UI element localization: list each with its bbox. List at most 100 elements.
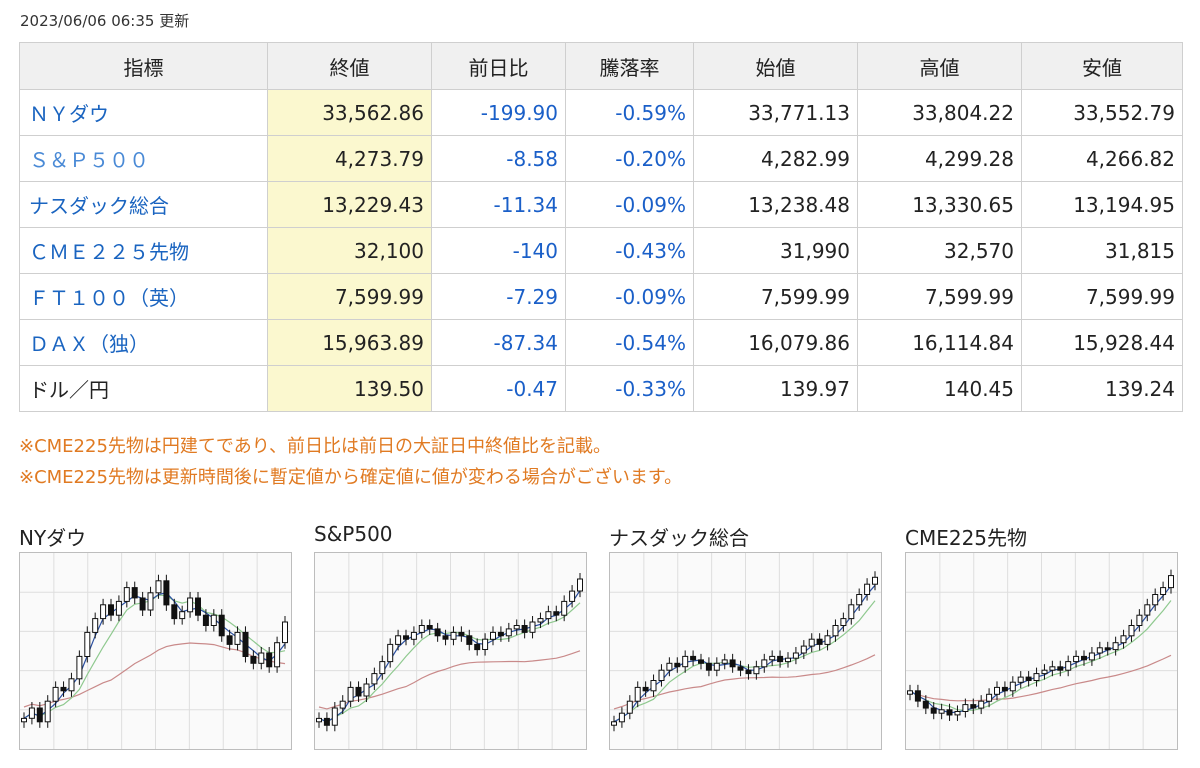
- chart-svg: [20, 553, 291, 749]
- candle: [1049, 666, 1056, 671]
- candle: [561, 600, 568, 616]
- candle: [155, 580, 162, 594]
- close-value: 33,562.86: [267, 89, 432, 136]
- chart-title-sp500: S&P500: [314, 522, 393, 546]
- candle: [1081, 655, 1087, 661]
- candle: [1033, 673, 1040, 681]
- change-value: -8.58: [431, 135, 566, 182]
- candle: [674, 662, 681, 668]
- candle: [363, 683, 370, 697]
- candle: [202, 614, 209, 627]
- header-indicator: 指標: [19, 42, 268, 90]
- candle: [626, 700, 633, 714]
- note-line: ※CME225先物は更新時間後に暫定値から確定値に値が変わる場合がございます。: [19, 467, 683, 488]
- high-value: 32,570: [857, 227, 1022, 274]
- chart-nydow[interactable]: [19, 552, 292, 750]
- ma-mid-line: [613, 600, 876, 723]
- header-rate: 騰落率: [565, 42, 694, 90]
- change-value: -199.90: [431, 89, 566, 136]
- candle: [179, 611, 186, 620]
- candle: [569, 590, 576, 602]
- candle: [1017, 676, 1024, 683]
- candle: [642, 686, 649, 692]
- chart-sp500[interactable]: [314, 552, 587, 750]
- candle: [418, 625, 425, 633]
- candle: [816, 638, 823, 645]
- ma-short-line: [613, 584, 876, 723]
- candle: [1073, 655, 1080, 663]
- chart-cme225[interactable]: [905, 552, 1178, 750]
- index-link-cme225[interactable]: ＣＭＥ２２５先物: [19, 227, 268, 274]
- candle: [658, 669, 665, 681]
- candle: [371, 673, 378, 685]
- low-value: 4,266.82: [1021, 135, 1183, 182]
- candle: [930, 707, 937, 714]
- candle: [347, 686, 354, 702]
- header-open: 始値: [693, 42, 858, 90]
- index-link-dax[interactable]: ＤＡＸ（独）: [19, 319, 268, 366]
- close-value: 32,100: [267, 227, 432, 274]
- candle: [100, 604, 107, 620]
- candle: [634, 686, 641, 702]
- candle: [721, 659, 728, 664]
- open-value: 13,238.48: [693, 181, 858, 228]
- candle: [1057, 666, 1064, 671]
- index-link-sp500[interactable]: Ｓ＆Ｐ５００: [19, 135, 268, 182]
- ma-long-line: [318, 650, 581, 710]
- candle: [1120, 635, 1127, 644]
- rate-value: -0.33%: [565, 365, 694, 412]
- candle: [466, 635, 473, 645]
- ma-short-line: [318, 590, 581, 723]
- index-link-ft100[interactable]: ＦＴ１００（英）: [19, 273, 268, 320]
- candle: [323, 717, 330, 726]
- table-row: ドル／円 139.50 -0.47 -0.33% 139.97 140.45 1…: [19, 365, 1183, 412]
- candle: [218, 614, 225, 637]
- candle: [497, 631, 504, 637]
- ma-short-line: [909, 585, 1172, 714]
- candle: [1136, 614, 1143, 627]
- candle: [1112, 642, 1119, 651]
- low-value: 33,552.79: [1021, 89, 1183, 136]
- high-value: 7,599.99: [857, 273, 1022, 320]
- candle: [1009, 681, 1016, 692]
- high-value: 13,330.65: [857, 181, 1022, 228]
- open-value: 139.97: [693, 365, 858, 412]
- candle: [395, 635, 402, 645]
- candle: [946, 709, 953, 716]
- candle: [84, 631, 91, 658]
- candle: [856, 594, 863, 606]
- high-value: 33,804.22: [857, 89, 1022, 136]
- candle: [458, 631, 465, 637]
- header-high: 高値: [857, 42, 1022, 90]
- candle: [234, 631, 241, 645]
- candle: [792, 652, 799, 659]
- change-value: -0.47: [431, 365, 566, 412]
- ma-mid-line: [318, 602, 581, 723]
- header-change: 前日比: [431, 42, 566, 90]
- ma-mid-line: [909, 600, 1172, 711]
- candle: [28, 707, 35, 719]
- index-link-nydow[interactable]: ＮＹダウ: [19, 89, 268, 136]
- candle: [769, 655, 776, 661]
- high-value: 4,299.28: [857, 135, 1022, 182]
- candle: [808, 638, 815, 647]
- candle: [970, 704, 977, 709]
- header-low: 安値: [1021, 42, 1183, 90]
- chart-nasdaq[interactable]: [609, 552, 882, 750]
- close-value: 13,229.43: [267, 181, 432, 228]
- index-link-nasdaq[interactable]: ナスダック総合: [19, 181, 268, 228]
- low-value: 15,928.44: [1021, 319, 1183, 366]
- table-row: ナスダック総合 13,229.43 -11.34 -0.09% 13,238.4…: [19, 181, 1183, 228]
- candle: [474, 643, 481, 651]
- candle: [1160, 587, 1167, 595]
- candle: [690, 655, 697, 661]
- update-timestamp: 2023/06/06 06:35 更新: [20, 12, 190, 30]
- candle: [434, 628, 441, 637]
- ma-long-line: [23, 642, 286, 708]
- candle: [450, 631, 457, 640]
- chart-title-nasdaq: ナスダック総合: [609, 526, 749, 550]
- table-row: ＤＡＸ（独） 15,963.89 -87.34 -0.54% 16,079.86…: [19, 319, 1183, 366]
- table-header-row: 指標 終値 前日比 騰落率 始値 高値 安値: [19, 42, 1183, 90]
- change-value: -87.34: [431, 319, 566, 366]
- candle: [521, 625, 528, 633]
